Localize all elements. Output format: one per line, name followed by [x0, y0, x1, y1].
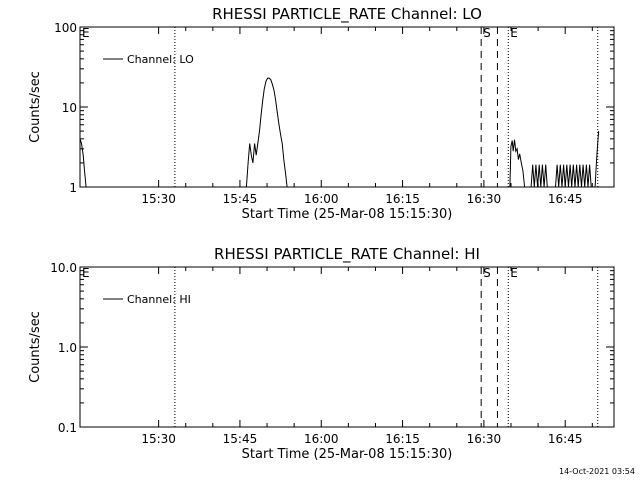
panel2-x-axis-label: Start Time (25-Mar-08 15:15:30)	[242, 447, 453, 462]
panel2-chart-title: RHESSI PARTICLE_RATE Channel: HI	[214, 245, 480, 264]
panel1-legend-label: Channel: LO	[127, 53, 194, 66]
panel2-x-tick-label: 16:45	[548, 432, 583, 446]
panel1-plot-frame	[79, 26, 615, 188]
panel2-event-marker-label: S	[483, 266, 491, 280]
panel1-x-tick-label: 16:00	[304, 192, 339, 206]
panel1-x-axis-label: Start Time (25-Mar-08 15:15:30)	[242, 207, 453, 222]
panel1-x-tick-label: 16:45	[548, 192, 583, 206]
panel2-event-marker-label: E	[82, 266, 90, 280]
panel1-x-tick-label: 16:15	[385, 192, 420, 206]
footer-timestamp: 14-Oct-2021 03:54	[559, 467, 635, 476]
panel1-series-line	[79, 138, 87, 188]
panel2-y-tick-label: 10.0	[50, 261, 77, 275]
panel1-y-tick-label: 10	[62, 101, 77, 115]
panel2-y-tick-label: 0.1	[58, 421, 77, 435]
panel2-x-tick-label: 16:00	[304, 432, 339, 446]
panel1-event-marker-label: E	[82, 26, 90, 40]
panel2-legend-label: Channel: HI	[127, 293, 191, 306]
panel1-y-tick-label: 100	[54, 21, 77, 35]
panel1-series-line	[594, 131, 600, 188]
panel1-y-tick-label: 1	[69, 181, 77, 195]
panel1-series-line	[530, 164, 548, 188]
panel2-y-axis-label: Counts/sec	[28, 311, 43, 383]
panel2-event-marker-label: E	[510, 266, 518, 280]
panel1-event-marker-label: E	[510, 26, 518, 40]
panel2-x-tick-label: 16:15	[385, 432, 420, 446]
panel1-y-axis-label: Counts/sec	[28, 71, 43, 143]
panel2-x-tick-label: 15:45	[223, 432, 258, 446]
panel2-x-tick-label: 16:30	[467, 432, 502, 446]
panel2-y-tick-label: 1.0	[58, 341, 77, 355]
panel1-series-line	[555, 164, 592, 188]
panel1-series-line	[245, 77, 288, 188]
panel1-chart-title: RHESSI PARTICLE_RATE Channel: LO	[212, 5, 482, 24]
panel1-x-tick-label: 16:30	[467, 192, 502, 206]
panel1-event-marker-label: S	[483, 26, 491, 40]
panel1-x-tick-label: 15:45	[223, 192, 258, 206]
panel1-series-line	[509, 139, 526, 188]
panel1-x-tick-label: 15:30	[141, 192, 176, 206]
panel2-plot-frame	[79, 266, 615, 428]
panel2-x-tick-label: 15:30	[141, 432, 176, 446]
